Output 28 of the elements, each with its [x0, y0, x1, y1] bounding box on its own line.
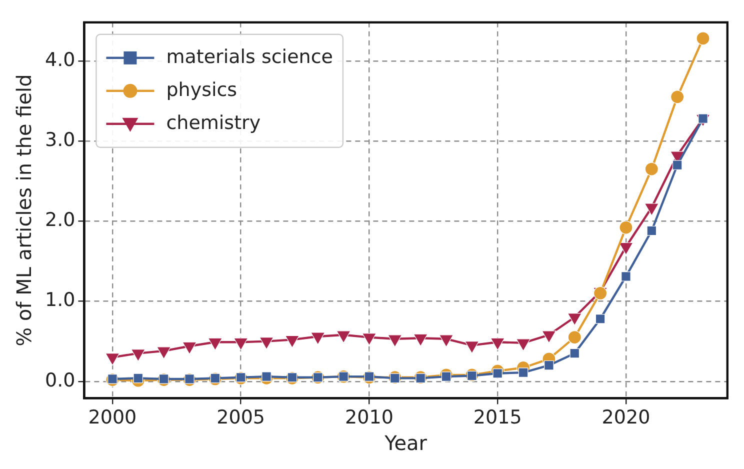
y-tick-label: 4.0	[45, 48, 76, 71]
legend-label: physics	[166, 78, 238, 101]
point	[696, 32, 710, 46]
x-tick-label: 2015	[473, 406, 522, 429]
legend-label: chemistry	[166, 112, 261, 134]
y-tick-label: 2.0	[45, 209, 76, 232]
x-tick-label: 2005	[216, 406, 266, 429]
y-tick-label: 3.0	[45, 128, 76, 151]
y-axis-title: % of ML articles in the field	[12, 74, 36, 346]
point	[619, 220, 633, 234]
point	[670, 90, 684, 104]
point	[544, 360, 554, 370]
point	[698, 114, 708, 124]
point	[518, 368, 528, 378]
point	[646, 226, 657, 236]
point	[595, 314, 606, 324]
point	[570, 348, 580, 358]
x-tick-label: 2000	[88, 406, 137, 429]
point	[672, 160, 682, 170]
x-tick-label: 2020	[602, 406, 650, 429]
point	[621, 272, 631, 282]
y-tick-label: 1.0	[45, 289, 76, 312]
point	[568, 330, 582, 344]
point	[644, 162, 658, 176]
x-tick-label: 2010	[345, 406, 394, 429]
x-axis-title: Year	[384, 431, 428, 456]
legend-label: materials science	[166, 46, 333, 68]
y-tick-label: 0.0	[45, 369, 76, 392]
